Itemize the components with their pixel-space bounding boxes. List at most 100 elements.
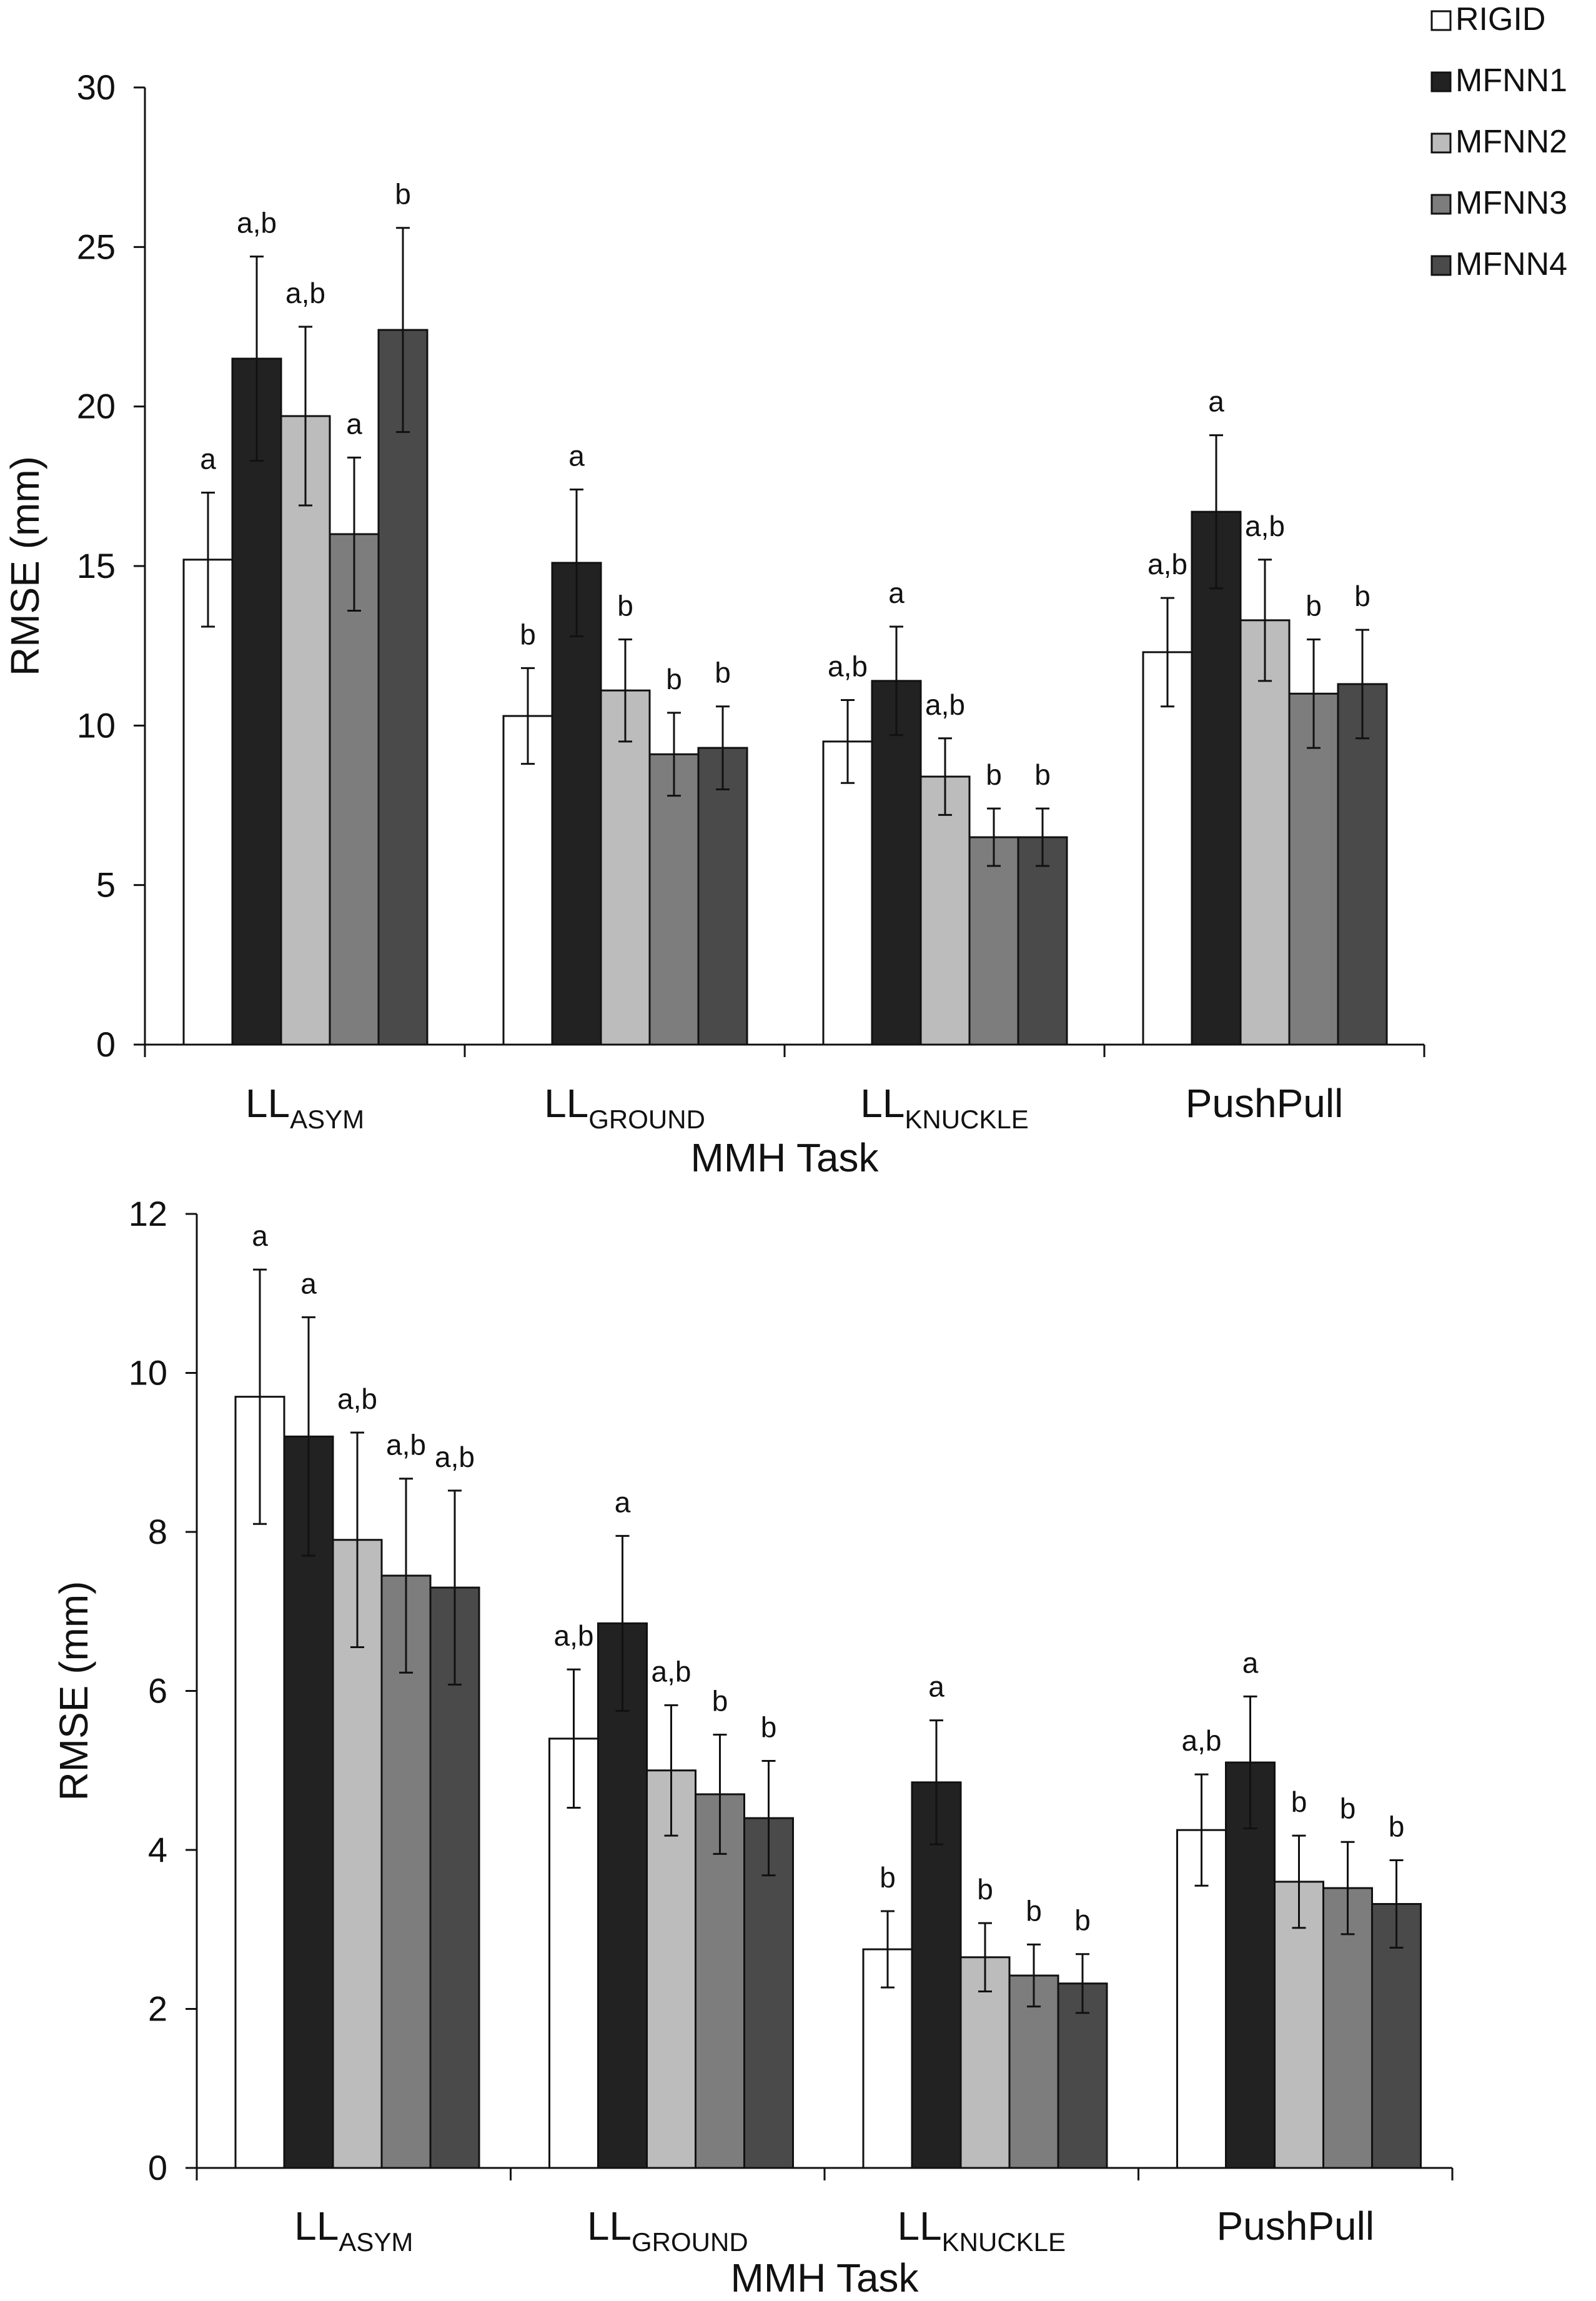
y-tick-label: 10 bbox=[129, 1353, 167, 1393]
y-tick-label: 2 bbox=[148, 1989, 167, 2029]
category-main: LL bbox=[897, 2204, 941, 2249]
x-category-label: PushPull bbox=[1216, 2204, 1374, 2249]
x-category-label: LLASYM bbox=[294, 2204, 413, 2257]
bar-mfnn2 bbox=[280, 415, 331, 1046]
significance-label: a,b bbox=[337, 1383, 377, 1415]
legend-label: MFNN3 bbox=[1455, 185, 1567, 221]
y-tick-label: 20 bbox=[77, 387, 116, 426]
significance-label: b bbox=[712, 1684, 728, 1717]
y-tick-label: 5 bbox=[96, 865, 116, 905]
significance-label: a bbox=[1208, 385, 1224, 418]
x-axis-title: MMH Task bbox=[730, 2255, 919, 2300]
y-tick-label: 4 bbox=[148, 1830, 167, 1869]
legend-swatch-mfnn3 bbox=[1430, 194, 1452, 215]
y-tick-label: 0 bbox=[148, 2148, 167, 2187]
category-subscript: GROUND bbox=[588, 1105, 705, 1134]
bar-mfnn1 bbox=[871, 680, 922, 1046]
bar-mfnn1 bbox=[283, 1435, 334, 2169]
bar-rigid bbox=[822, 740, 873, 1046]
significance-label: b bbox=[1034, 758, 1051, 791]
y-axis-title: RMSE (mm) bbox=[51, 1581, 96, 1801]
legend-swatch-mfnn1 bbox=[1430, 71, 1452, 92]
y-tick-label: 8 bbox=[148, 1512, 167, 1551]
y-axis-title: RMSE (mm) bbox=[2, 456, 47, 676]
legend-label: MFNN1 bbox=[1455, 62, 1567, 99]
category-main: PushPull bbox=[1216, 2204, 1374, 2249]
significance-label: b bbox=[761, 1711, 777, 1743]
significance-label: b bbox=[666, 663, 682, 695]
bar-mfnn2 bbox=[1239, 619, 1291, 1046]
significance-label: a bbox=[568, 439, 585, 472]
bar-mfnn4 bbox=[377, 329, 429, 1046]
significance-label: b bbox=[520, 618, 536, 650]
significance-label: b bbox=[617, 589, 633, 622]
significance-label: a bbox=[1242, 1646, 1259, 1679]
bar-mfnn4 bbox=[697, 747, 748, 1046]
significance-label: a,b bbox=[925, 688, 965, 721]
y-tick-label: 0 bbox=[96, 1025, 116, 1064]
bar-mfnn1 bbox=[1225, 1761, 1276, 2169]
bar-mfnn2 bbox=[919, 775, 971, 1046]
bar-mfnn3 bbox=[329, 533, 380, 1046]
y-tick-label: 6 bbox=[148, 1671, 167, 1711]
bar-mfnn3 bbox=[695, 1793, 745, 2169]
significance-label: a bbox=[928, 1671, 944, 1703]
category-subscript: ASYM bbox=[339, 2227, 413, 2257]
category-main: LL bbox=[245, 1081, 290, 1126]
category-main: PushPull bbox=[1186, 1081, 1344, 1126]
significance-label: a bbox=[888, 577, 905, 609]
significance-label: b bbox=[1074, 1904, 1091, 1937]
x-axis-title: MMH Task bbox=[690, 1135, 879, 1180]
legend-swatch-rigid bbox=[1430, 10, 1452, 31]
bar-mfnn3 bbox=[968, 836, 1019, 1046]
significance-label: b bbox=[1291, 1786, 1307, 1818]
significance-label: a,b bbox=[1182, 1724, 1222, 1757]
significance-label: a bbox=[615, 1486, 631, 1518]
category-main: LL bbox=[544, 1081, 588, 1126]
significance-label: a,b bbox=[652, 1655, 691, 1687]
bar-rigid bbox=[234, 1396, 285, 2169]
significance-label: b bbox=[1389, 1811, 1405, 1843]
bar-mfnn1 bbox=[231, 357, 282, 1046]
legend-swatch-mfnn2 bbox=[1430, 132, 1452, 154]
significance-label: a,b bbox=[1245, 510, 1285, 542]
y-tick-label: 25 bbox=[77, 227, 116, 266]
bar-rigid bbox=[1142, 651, 1193, 1046]
significance-label: b bbox=[715, 657, 731, 689]
legend-label: RIGID bbox=[1455, 1, 1545, 37]
category-subscript: KNUCKLE bbox=[942, 2227, 1066, 2257]
significance-label: a,b bbox=[554, 1619, 594, 1652]
significance-label: a bbox=[300, 1267, 317, 1300]
bar-mfnn4 bbox=[743, 1817, 794, 2169]
significance-label: b bbox=[1026, 1894, 1042, 1927]
significance-label: a,b bbox=[285, 277, 325, 309]
x-category-label: LLGROUND bbox=[587, 2204, 748, 2257]
x-category-label: PushPull bbox=[1186, 1081, 1344, 1126]
bar-mfnn1 bbox=[1191, 510, 1242, 1046]
y-tick-label: 12 bbox=[129, 1194, 167, 1233]
bar-rigid bbox=[502, 715, 553, 1046]
legend-swatch-mfnn4 bbox=[1430, 255, 1452, 276]
significance-label: b bbox=[986, 758, 1002, 791]
category-subscript: KNUCKLE bbox=[905, 1105, 1028, 1134]
bar-mfnn3 bbox=[380, 1574, 432, 2169]
bar-mfnn2 bbox=[600, 689, 651, 1046]
significance-label: a,b bbox=[1147, 548, 1187, 580]
y-tick-label: 10 bbox=[77, 705, 116, 745]
category-main: LL bbox=[294, 2204, 339, 2249]
significance-label: b bbox=[1306, 589, 1322, 622]
significance-label: a,b bbox=[435, 1441, 475, 1473]
bar-mfnn4 bbox=[1017, 836, 1068, 1046]
significance-label: a bbox=[252, 1220, 268, 1252]
y-tick-label: 30 bbox=[77, 67, 116, 107]
significance-label: a,b bbox=[828, 650, 868, 682]
bar-mfnn1 bbox=[911, 1781, 962, 2169]
x-category-label: LLASYM bbox=[245, 1081, 364, 1134]
significance-label: b bbox=[395, 178, 411, 211]
significance-label: b bbox=[977, 1873, 993, 1906]
x-category-label: LLKNUCKLE bbox=[897, 2204, 1066, 2257]
bar-rigid bbox=[182, 559, 234, 1046]
